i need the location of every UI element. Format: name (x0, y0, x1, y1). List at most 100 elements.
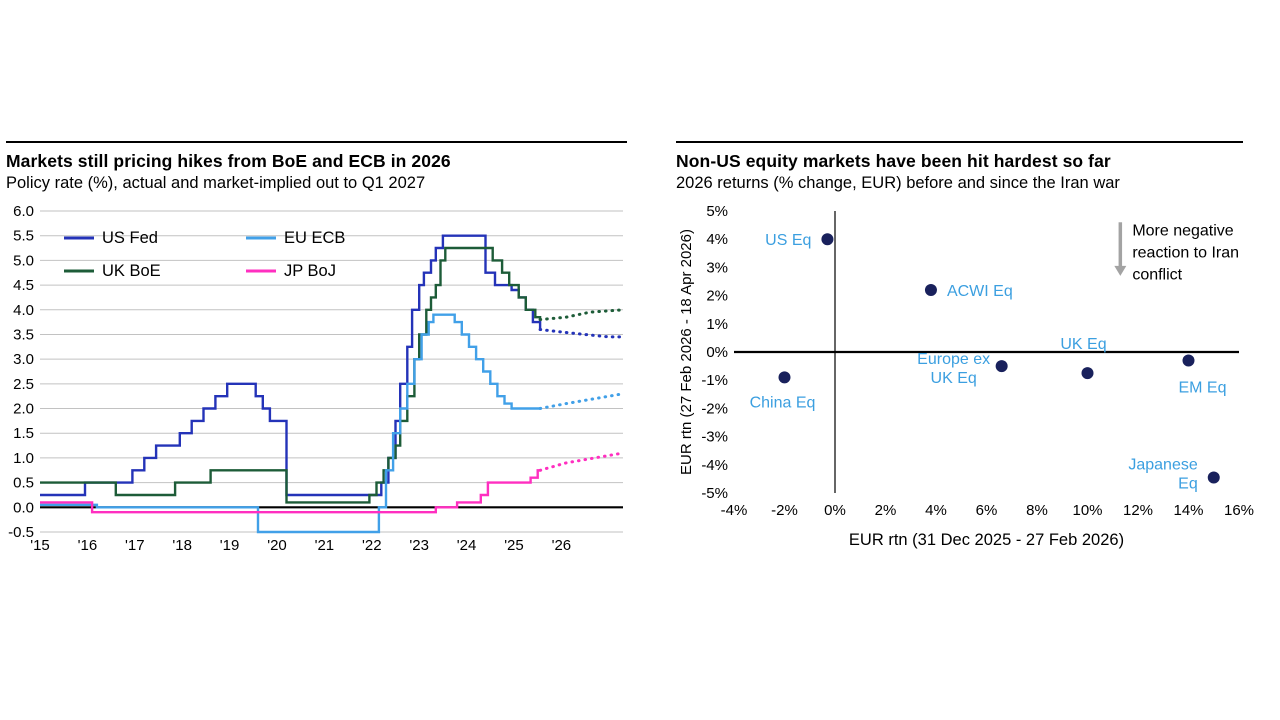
panel-top-rule (6, 141, 627, 143)
x-tick-label: '26 (552, 537, 572, 554)
data-point-marker (924, 283, 937, 296)
arrow-down-icon (1114, 222, 1127, 276)
annotation-text: reaction to Iran (1132, 244, 1239, 261)
equity-returns-chart-panel: Non-US equity markets have been hit hard… (676, 141, 1256, 551)
policy-rate-chart-panel: Markets still pricing hikes from BoE and… (6, 141, 627, 555)
y-tick-label: 2% (706, 288, 728, 305)
data-point-marker (1182, 354, 1195, 367)
data-point-label: ACWI Eq (947, 283, 1013, 300)
point-europe-ex-uk-eq: Europe ex UK Eq (917, 351, 1008, 387)
point-acwi-eq: ACWI Eq (924, 283, 1013, 300)
data-point-label: EM Eq (1178, 379, 1226, 396)
data-point-marker (995, 360, 1008, 373)
x-tick-label: '15 (30, 537, 50, 554)
data-point-label: Japanese (1128, 456, 1197, 473)
y-tick-label: 5% (706, 203, 728, 220)
x-tick-label: 8% (1026, 502, 1048, 519)
x-tick-label: -2% (771, 502, 798, 519)
line-us-fed (40, 234, 625, 497)
y-tick-label: 6.0 (13, 203, 34, 220)
x-tick-label: 14% (1173, 502, 1203, 519)
legend: US Fed UK BoE EU ECB JP BoJ (64, 229, 345, 280)
data-point-marker (1207, 471, 1220, 484)
legend-label: UK BoE (102, 262, 161, 280)
scatter-chart-canvas: 5%4%3%2%1%0%-1%-2%-3%-4%-5%-4% -2% 0% 2% 4% 6… (678, 203, 1254, 549)
line-eu-ecb (40, 313, 625, 534)
data-point-marker (778, 371, 791, 384)
policy-rate-line-chart: -0.5 0.0 0.5 1.0 1.5 2.0 2.5 3.0 3.5 4.0 4.5 5.0 5.5… (6, 203, 627, 555)
x-tick-label: '20 (267, 537, 287, 554)
x-tick-label: '18 (172, 537, 192, 554)
x-tick-label: '24 (457, 537, 477, 554)
y-tick-label: -1% (701, 372, 728, 389)
legend-item-us-fed: US Fed (64, 229, 158, 247)
y-tick-label: 4% (706, 231, 728, 248)
x-tick-label: 4% (925, 502, 947, 519)
data-point-marker (821, 233, 834, 246)
point-japanese-eq: Japanese Eq (1128, 456, 1220, 492)
y-tick-label: 0.0 (13, 499, 34, 516)
data-point-label: China Eq (750, 394, 816, 411)
x-tick-label: '23 (409, 537, 429, 554)
y-tick-label: 1.5 (13, 425, 34, 442)
point-em-eq: EM Eq (1178, 354, 1227, 396)
chart-subtitle: 2026 returns (% change, EUR) before and … (676, 174, 1120, 192)
legend-item-jp-boj: JP BoJ (246, 262, 336, 280)
data-point-label: US Eq (765, 232, 811, 249)
panel-top-rule (676, 141, 1243, 143)
x-tick-label: '25 (504, 537, 524, 554)
legend-item-uk-boe: UK BoE (64, 262, 161, 280)
line-jp-boj (40, 451, 625, 514)
x-axis-title: EUR rtn (31 Dec 2025 - 27 Feb 2026) (849, 531, 1124, 549)
y-tick-label: 0.5 (13, 475, 34, 492)
y-tick-label: -3% (701, 429, 728, 446)
y-tick-label: 4.0 (13, 302, 34, 319)
legend-item-eu-ecb: EU ECB (246, 229, 345, 247)
y-tick-label: 3.5 (13, 326, 34, 343)
annotation-text: conflict (1132, 266, 1182, 283)
y-axis-title: EUR rtn (27 Feb 2026 - 18 Apr 2026) (678, 229, 695, 475)
data-point-label: UK Eq (1060, 336, 1106, 353)
line-chart-canvas: -0.5 0.0 0.5 1.0 1.5 2.0 2.5 3.0 3.5 4.0 4.5 5.0 5.5… (8, 203, 625, 554)
data-point-marker (1081, 367, 1094, 380)
x-tick-label: 10% (1072, 502, 1102, 519)
x-tick-label: 0% (824, 502, 846, 519)
data-point-label: UK Eq (931, 370, 977, 387)
x-tick-label: '19 (220, 537, 240, 554)
data-point-label: Eq (1178, 475, 1198, 492)
gridlines (40, 210, 623, 533)
legend-label: EU ECB (284, 229, 345, 247)
x-tick-label: 16% (1224, 502, 1254, 519)
y-tick-label: 0% (706, 344, 728, 361)
x-tick-label: -4% (721, 502, 748, 519)
annotation-text: More negative (1132, 222, 1233, 239)
y-tick-label: 5.0 (13, 252, 34, 269)
x-tick-label: 2% (875, 502, 897, 519)
y-tick-label: 2.0 (13, 401, 34, 418)
y-tick-label: -2% (701, 400, 728, 417)
point-china-eq: China Eq (750, 371, 816, 411)
data-point-label: Europe ex (917, 351, 990, 368)
y-tick-label: 1% (706, 316, 728, 333)
y-tick-label: -5% (701, 485, 728, 502)
equity-returns-scatter-chart: 5% 4% 3% 2% 1% 0% -1% -2% -3% -4% -5% -4% -2% 0% 2% 4% 6… (676, 203, 1256, 551)
x-tick-label: 12% (1123, 502, 1153, 519)
y-tick-label: 5.5 (13, 228, 34, 245)
y-tick-label: -4% (701, 457, 728, 474)
point-us-eq: US Eq (765, 232, 834, 249)
legend-label: JP BoJ (284, 262, 336, 280)
y-tick-label: 2.5 (13, 376, 34, 393)
x-tick-label: '21 (315, 537, 335, 554)
chart-title: Non-US equity markets have been hit hard… (676, 151, 1111, 171)
y-tick-label: 3% (706, 259, 728, 276)
x-tick-label: '16 (78, 537, 98, 554)
y-tick-label: 1.0 (13, 450, 34, 467)
y-tick-label: -0.5 (8, 524, 34, 541)
y-tick-label: 4.5 (13, 277, 34, 294)
x-tick-label: 6% (976, 502, 998, 519)
y-tick-label: 3.0 (13, 351, 34, 368)
x-tick-label: '22 (362, 537, 382, 554)
x-tick-label: '17 (125, 537, 145, 554)
chart-subtitle: Policy rate (%), actual and market-impli… (6, 174, 426, 192)
legend-label: US Fed (102, 229, 158, 247)
